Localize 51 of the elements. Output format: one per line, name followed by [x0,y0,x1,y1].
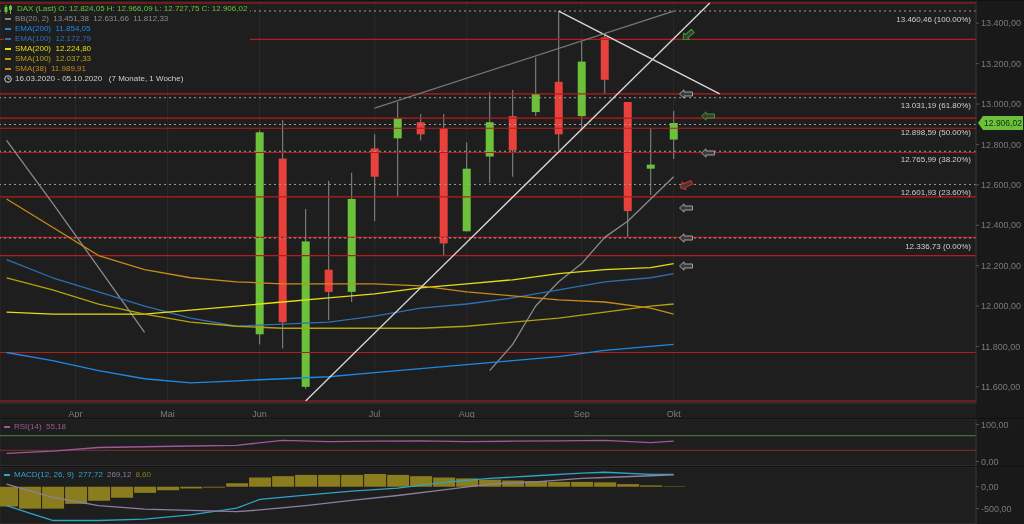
legend-label: RSI(14) 55,18 [14,422,67,432]
y-tick-label: 12.800,00 [981,139,1022,150]
text: 16.03.2020 - 05.10.2020 (7 Monate, 1 Woche) [15,74,184,84]
line-series [5,439,675,455]
y-tick-label: 100,00 [981,419,1009,430]
ref-line-label: 12.765,99 (38.20%) [900,154,972,164]
line-series [5,262,675,315]
candlestick [646,127,655,196]
y-tick-label: 12.000,00 [981,301,1022,312]
text: 269,12 [106,470,132,480]
x-tick-label: Jun [252,409,267,420]
ref-line-label: 12.898,59 (50.00%) [900,128,972,138]
chart-title: DAX (Last) O: 12.824,05 H: 12.966,09 L: 12.727,75 C: 12.906,02 [17,4,248,14]
y-tick-label: 12.400,00 [981,220,1022,231]
y-tick-label: 11.800,00 [981,341,1021,352]
series-label: 8,60 [135,470,151,480]
x-tick-label: Sep [573,409,590,420]
x-tick-label: Apr [68,409,83,420]
ref-line-label: 12.601,93 (23.60%) [900,188,972,198]
line-series [5,343,675,384]
y-tick-label: 12.200,00 [981,260,1022,271]
ref-line-label: 13.031,19 (61.80%) [900,101,972,111]
line-series [5,474,675,513]
legend-label: EMA(100) 12.172,79 [15,34,92,44]
ref-line-label: 13.460,46 (100.00%) [896,14,972,24]
legend-label: SMA(38) 11.989,91 [15,64,87,74]
x-tick-label: Mai [160,409,175,420]
y-tick-label: 13.200,00 [981,58,1022,69]
line-series [5,277,675,329]
y-tick-label: 12.600,00 [981,180,1022,191]
x-tick-label: Aug [458,409,475,420]
candlestick [669,110,678,160]
line-series [5,198,675,315]
text: 12.906,02 [984,118,1023,129]
legend-label: SMA(100) 12.037,33 [15,54,92,64]
line-series [5,258,675,327]
x-tick-label: Jul [368,409,381,420]
y-tick-label: 13.400,00 [981,18,1022,29]
legend-label: SMA(200) 12.224,80 [15,44,92,54]
x-tick-label: Okt [666,409,682,420]
candlestick [531,57,540,117]
y-tick-label: -500,00 [981,503,1012,514]
legend-label: EMA(200) 11.854,05 [15,24,91,34]
ref-line-label: 12.336,73 (0.00%) [905,241,972,251]
y-tick-label: 0,00 [981,481,999,492]
candlestick [324,180,333,321]
legend-label: MACD(12, 26, 9) 277,72 [14,470,103,480]
y-tick-label: 0,00 [981,456,999,467]
legend-label: BB(20, 2) 13.451,38 12.631,66 11.812,33 [15,14,169,24]
y-tick-label: 13.000,00 [981,99,1022,110]
y-tick-label: 11.600,00 [981,382,1021,393]
